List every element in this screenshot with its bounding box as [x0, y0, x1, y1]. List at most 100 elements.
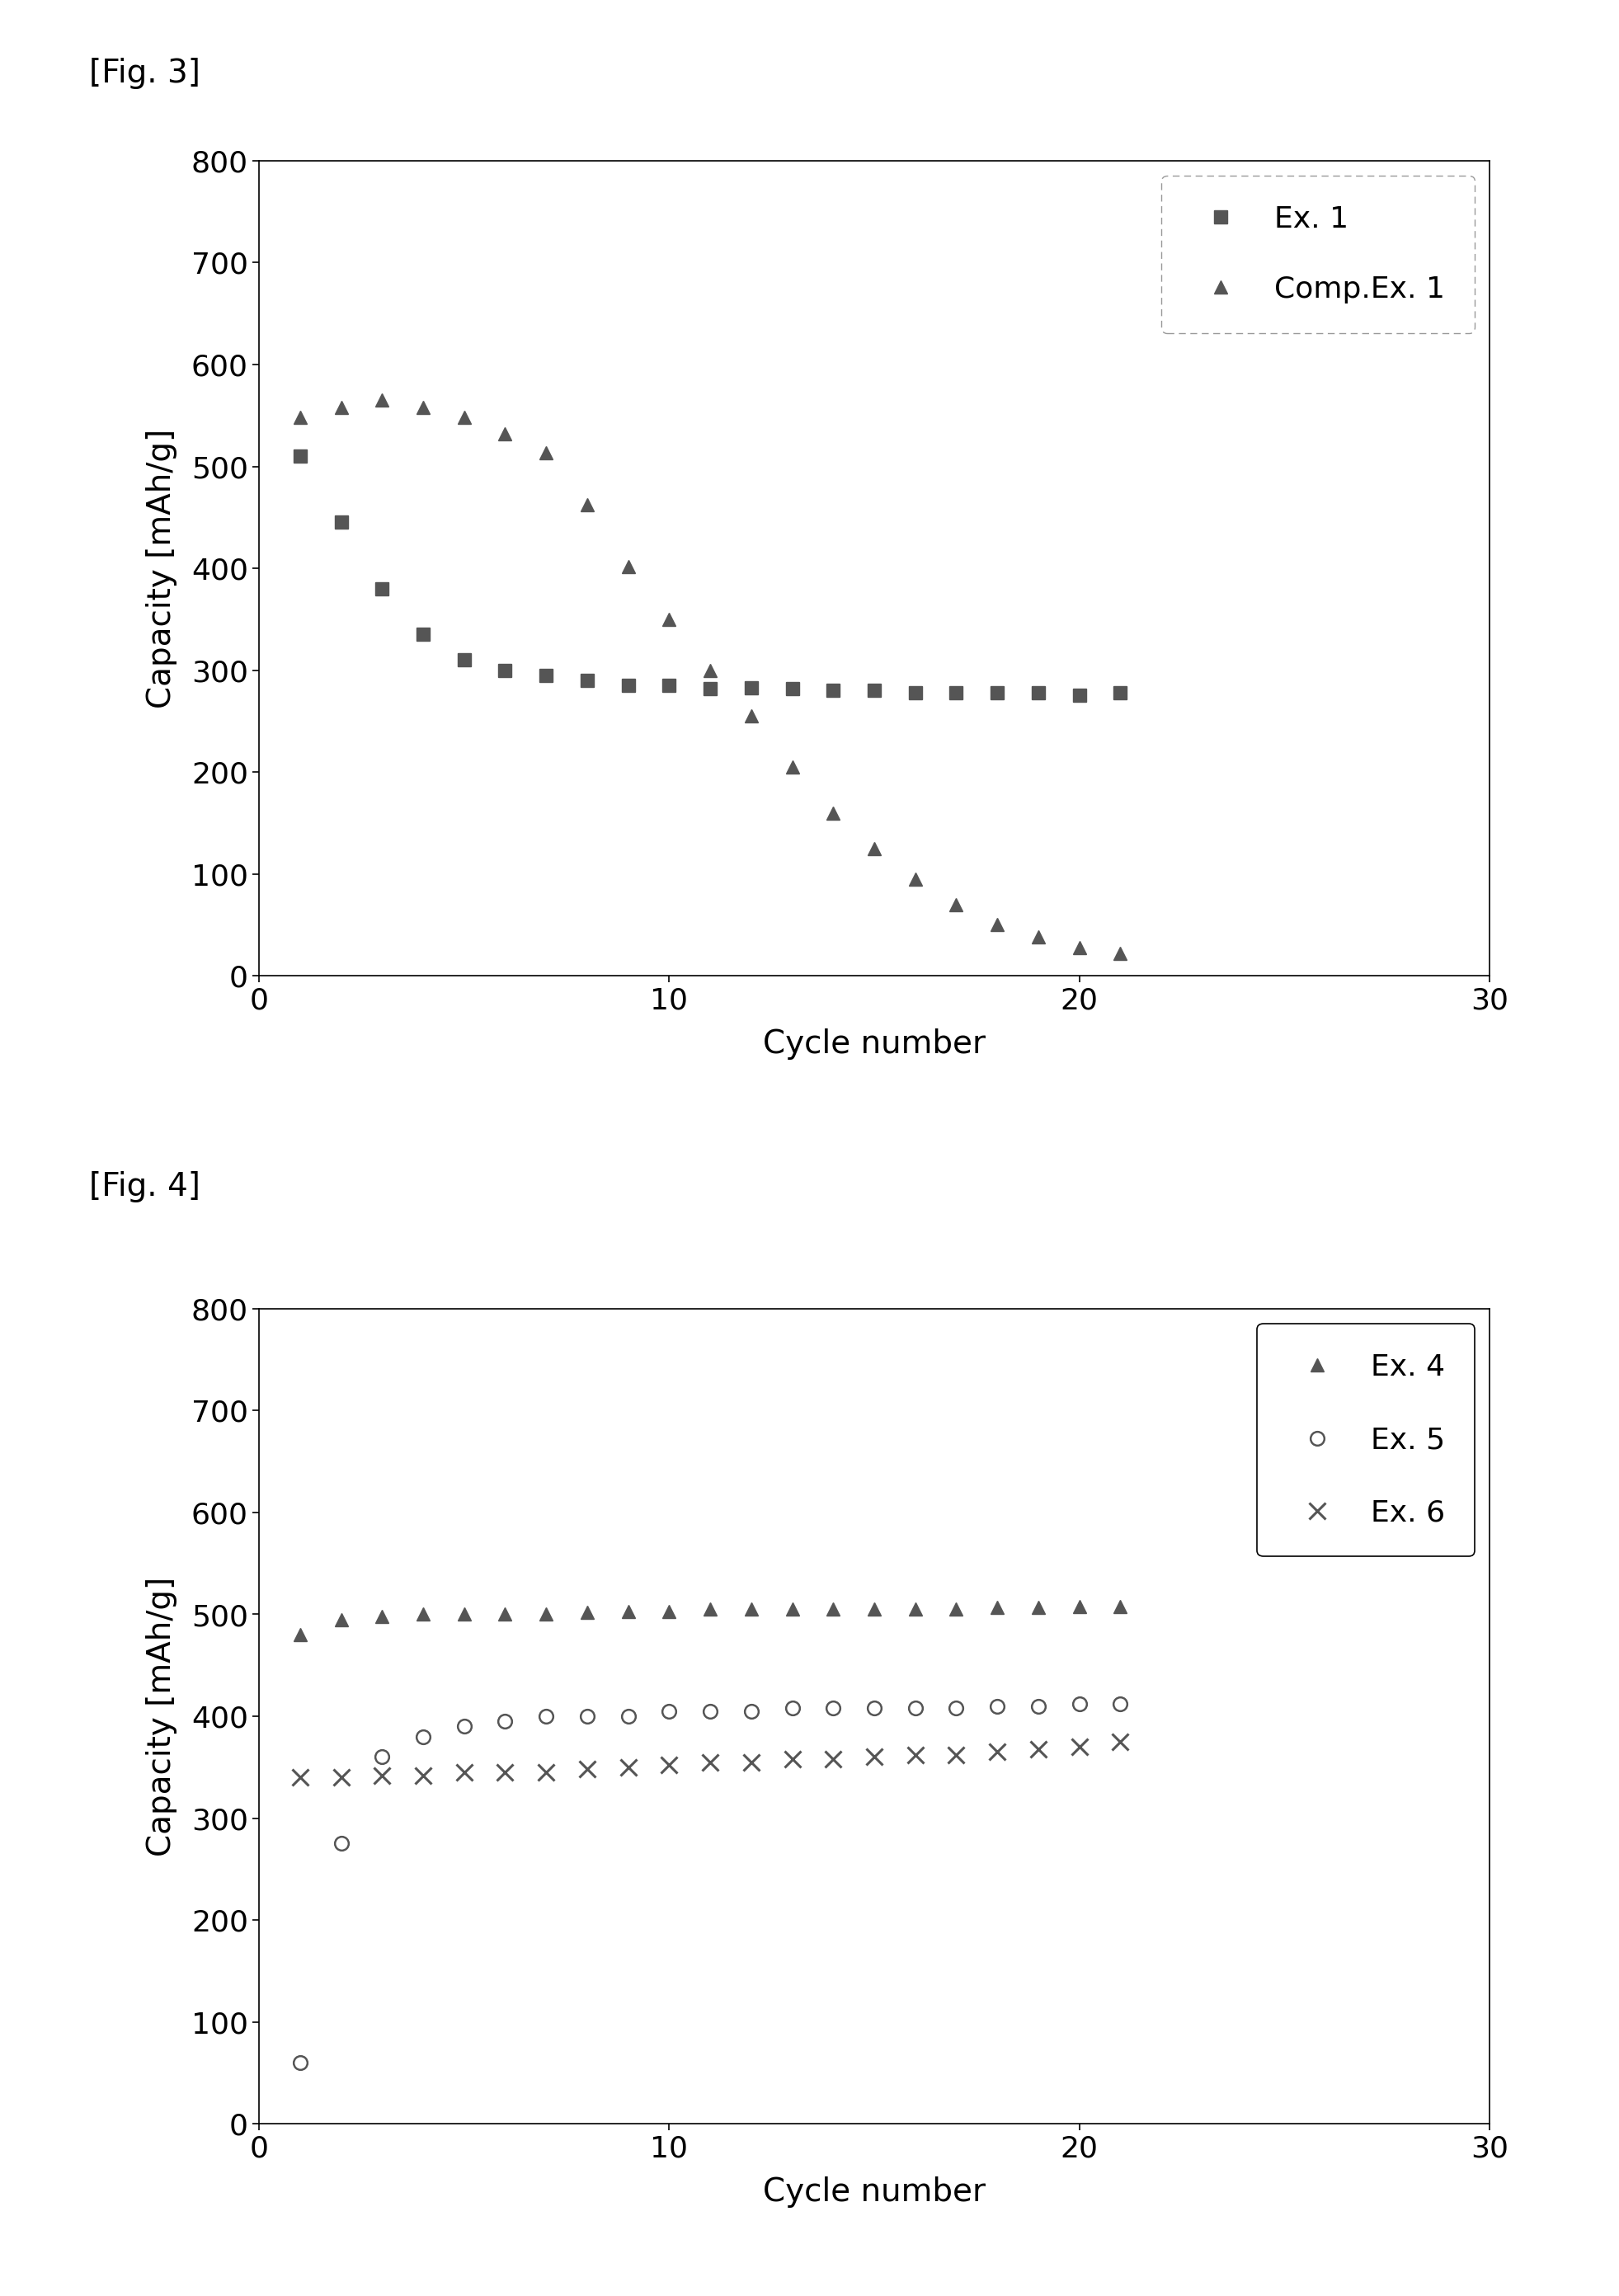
Comp.Ex. 1 — [578, 491, 597, 519]
Comp.Ex. 1 — [1028, 923, 1047, 951]
X-axis label: Cycle number: Cycle number — [763, 1029, 986, 1061]
Comp.Ex. 1 — [659, 606, 678, 634]
Comp.Ex. 1 — [536, 439, 555, 466]
Ex. 1 — [372, 574, 392, 602]
Ex. 4 — [1028, 1593, 1047, 1621]
Ex. 4 — [618, 1598, 638, 1626]
Y-axis label: Capacity [mAh/g]: Capacity [mAh/g] — [146, 1577, 178, 1855]
Ex. 1 — [413, 620, 432, 647]
Ex. 1 — [455, 645, 474, 673]
Ex. 5 — [455, 1713, 474, 1740]
Ex. 5 — [824, 1694, 843, 1722]
Comp.Ex. 1 — [332, 393, 351, 420]
Ex. 4 — [413, 1600, 432, 1628]
Ex. 6 — [332, 1763, 351, 1791]
Ex. 1 — [865, 677, 884, 705]
Ex. 6 — [824, 1745, 843, 1773]
Ex. 5 — [742, 1697, 761, 1724]
Legend: Ex. 4, Ex. 5, Ex. 6: Ex. 4, Ex. 5, Ex. 6 — [1258, 1322, 1475, 1557]
Ex. 6 — [455, 1759, 474, 1786]
Ex. 5 — [578, 1704, 597, 1731]
Ex. 6 — [290, 1763, 309, 1791]
Ex. 4 — [824, 1596, 843, 1623]
Line: Ex. 6: Ex. 6 — [291, 1733, 1128, 1786]
Comp.Ex. 1 — [455, 404, 474, 432]
Ex. 1 — [332, 510, 351, 537]
Ex. 5 — [865, 1694, 884, 1722]
Ex. 6 — [701, 1747, 720, 1775]
Comp.Ex. 1 — [495, 420, 515, 448]
Ex. 4 — [701, 1596, 720, 1623]
Ex. 6 — [536, 1759, 555, 1786]
Ex. 4 — [947, 1596, 967, 1623]
Ex. 5 — [947, 1694, 967, 1722]
Ex. 1 — [1111, 680, 1130, 707]
Comp.Ex. 1 — [1070, 934, 1090, 962]
Ex. 4 — [905, 1596, 924, 1623]
Comp.Ex. 1 — [824, 799, 843, 827]
Ex. 5 — [536, 1704, 555, 1731]
Ex. 4 — [865, 1596, 884, 1623]
Comp.Ex. 1 — [372, 386, 392, 413]
Ex. 6 — [372, 1761, 392, 1789]
Ex. 4 — [536, 1600, 555, 1628]
Ex. 5 — [332, 1830, 351, 1857]
Ex. 6 — [865, 1743, 884, 1770]
Ex. 4 — [455, 1600, 474, 1628]
Ex. 4 — [782, 1596, 801, 1623]
Comp.Ex. 1 — [701, 657, 720, 684]
Ex. 5 — [495, 1708, 515, 1736]
Comp.Ex. 1 — [413, 393, 432, 420]
Ex. 5 — [372, 1743, 392, 1770]
Ex. 1 — [495, 657, 515, 684]
Ex. 5 — [1070, 1690, 1090, 1717]
Ex. 1 — [947, 680, 967, 707]
Ex. 6 — [947, 1740, 967, 1768]
Ex. 4 — [290, 1621, 309, 1649]
Ex. 5 — [905, 1694, 924, 1722]
Ex. 4 — [1111, 1593, 1130, 1621]
Text: [Fig. 3]: [Fig. 3] — [89, 57, 201, 90]
Ex. 5 — [659, 1697, 678, 1724]
Ex. 1 — [988, 680, 1007, 707]
Ex. 1 — [905, 680, 924, 707]
Ex. 1 — [618, 673, 638, 700]
Ex. 6 — [905, 1740, 924, 1768]
Ex. 5 — [988, 1692, 1007, 1720]
Line: Comp.Ex. 1: Comp.Ex. 1 — [293, 393, 1127, 960]
Ex. 1 — [290, 443, 309, 471]
Ex. 1 — [536, 661, 555, 689]
X-axis label: Cycle number: Cycle number — [763, 2177, 986, 2209]
Ex. 1 — [824, 677, 843, 705]
Ex. 6 — [988, 1738, 1007, 1766]
Ex. 1 — [578, 666, 597, 693]
Ex. 4 — [988, 1593, 1007, 1621]
Ex. 5 — [1111, 1690, 1130, 1717]
Ex. 5 — [413, 1722, 432, 1750]
Ex. 4 — [372, 1603, 392, 1630]
Ex. 4 — [1070, 1593, 1090, 1621]
Legend: Ex. 1, Comp.Ex. 1: Ex. 1, Comp.Ex. 1 — [1161, 174, 1475, 333]
Ex. 1 — [701, 675, 720, 703]
Comp.Ex. 1 — [1111, 939, 1130, 967]
Line: Ex. 4: Ex. 4 — [293, 1600, 1127, 1642]
Ex. 1 — [782, 675, 801, 703]
Comp.Ex. 1 — [988, 912, 1007, 939]
Ex. 6 — [782, 1745, 801, 1773]
Comp.Ex. 1 — [742, 703, 761, 730]
Ex. 6 — [413, 1761, 432, 1789]
Ex. 1 — [1028, 680, 1047, 707]
Ex. 4 — [742, 1596, 761, 1623]
Comp.Ex. 1 — [290, 404, 309, 432]
Ex. 6 — [1111, 1729, 1130, 1756]
Y-axis label: Capacity [mAh/g]: Capacity [mAh/g] — [146, 429, 178, 707]
Comp.Ex. 1 — [618, 553, 638, 581]
Ex. 4 — [495, 1600, 515, 1628]
Ex. 1 — [1070, 682, 1090, 709]
Ex. 6 — [659, 1752, 678, 1779]
Ex. 5 — [290, 2048, 309, 2076]
Ex. 1 — [659, 673, 678, 700]
Ex. 5 — [701, 1697, 720, 1724]
Text: [Fig. 4]: [Fig. 4] — [89, 1171, 201, 1203]
Ex. 6 — [578, 1756, 597, 1784]
